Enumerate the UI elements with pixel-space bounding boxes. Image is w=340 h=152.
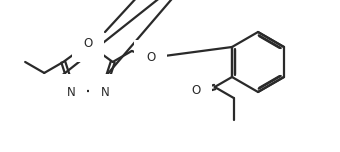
Text: O: O [83,37,92,50]
Text: O: O [191,85,200,97]
Text: N: N [67,86,75,98]
Text: N: N [100,86,109,98]
Text: O: O [146,51,155,64]
